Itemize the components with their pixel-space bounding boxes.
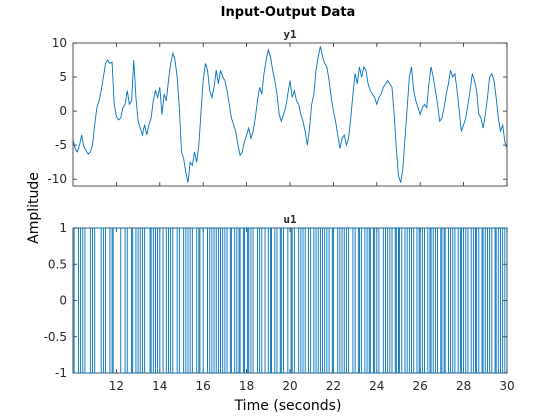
x-tick-label: 26 — [413, 379, 428, 393]
x-axis-label: Time (seconds) — [234, 398, 342, 414]
series-line-y1 — [72, 46, 508, 183]
y-tick-label: 0 — [59, 104, 67, 118]
figure-title: Input-Output Data — [221, 5, 356, 20]
series-line-u1 — [73, 227, 507, 374]
x-tick-label: 18 — [239, 379, 254, 393]
y-tick-label: 1 — [59, 221, 67, 235]
panel-y1-title: y1 — [283, 28, 297, 41]
panel-u1-y-ticks: -1 -0.5 0 0.5 1 — [44, 221, 507, 380]
x-tick-label: 12 — [109, 379, 124, 393]
panel-u1-x-ticks: 12 14 16 18 20 22 24 26 28 30 — [109, 228, 515, 393]
y-tick-label: 5 — [59, 70, 67, 84]
y-axis-label: Amplitude — [26, 172, 42, 244]
x-tick-label: 24 — [369, 379, 384, 393]
y-tick-label: -0.5 — [44, 330, 67, 344]
y-tick-label: 10 — [52, 36, 67, 50]
y-tick-label: -10 — [47, 172, 67, 186]
panel-y1-frame — [72, 42, 508, 187]
y-tick-label: 0.5 — [48, 257, 67, 271]
panel-y1-y-ticks: -10 -5 0 5 10 — [47, 36, 507, 186]
panel-u1: u1 -1 -0.5 0 0.5 1 12 14 16 18 20 22 24 26 28 30 — [44, 213, 515, 393]
y-tick-label: -5 — [55, 138, 67, 152]
x-tick-label: 30 — [499, 379, 514, 393]
x-tick-label: 14 — [152, 379, 167, 393]
y-tick-label: 0 — [59, 294, 67, 308]
y-tick-label: -1 — [55, 366, 67, 380]
x-tick-label: 16 — [196, 379, 211, 393]
x-tick-label: 20 — [282, 379, 297, 393]
panel-y1: y1 -10 -5 0 5 10 — [47, 28, 508, 187]
x-tick-label: 22 — [326, 379, 341, 393]
x-tick-label: 28 — [456, 379, 471, 393]
panel-y1-x-ticks — [116, 43, 508, 186]
panel-u1-title: u1 — [283, 213, 297, 226]
